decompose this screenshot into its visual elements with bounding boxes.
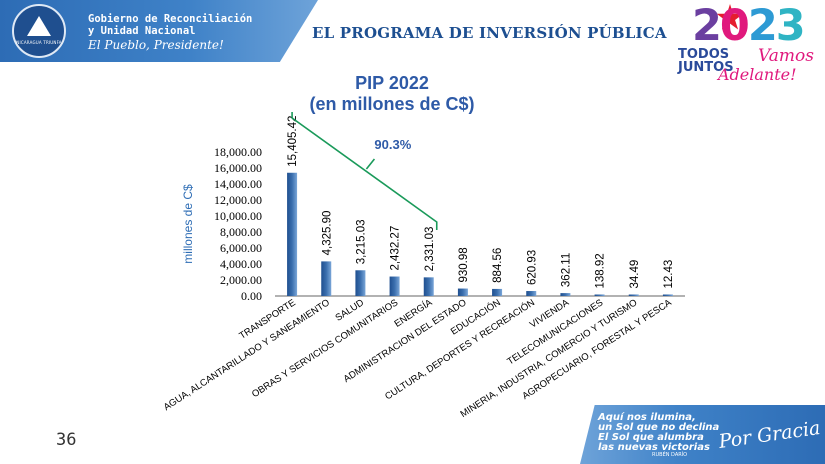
y-tick-label: 10,000.00: [214, 209, 262, 223]
bar: [594, 294, 605, 296]
chart-title: PIP 2022: [355, 73, 429, 93]
footer-poem-line: un Sol que no declina: [598, 422, 720, 433]
y-tick-label: 6,000.00: [220, 241, 262, 255]
page-number: 36: [56, 430, 77, 450]
bar-value-label: 4,325.90: [321, 211, 333, 256]
footer-poem-author: RUBÉN DARÍO: [652, 452, 688, 458]
footer-banner: [580, 405, 825, 464]
logo-digit: 0: [719, 1, 750, 51]
y-tick-label: 14,000.00: [214, 177, 262, 191]
logo-todos: TODOS: [678, 47, 730, 62]
bar: [560, 293, 571, 296]
annotation-label: 90.3%: [374, 137, 411, 152]
government-slogan: El Pueblo, Presidente!: [88, 38, 224, 52]
bar: [457, 288, 468, 296]
logo-digit: 3: [775, 1, 806, 51]
bar-value-label: 3,215.03: [355, 220, 367, 265]
bar: [526, 291, 537, 296]
y-tick-label: 16,000.00: [214, 161, 262, 175]
logo-juntos: JUNTOS: [678, 60, 734, 75]
bar-value-label: 2,432.27: [390, 226, 402, 271]
emblem-icon: NICARAGUA TRIUNFA: [12, 4, 66, 58]
bar-value-label: 930.98: [458, 247, 470, 282]
bar: [389, 276, 400, 296]
bar-value-label: 12.43: [663, 260, 675, 289]
bar-value-label: 15,405.42: [287, 116, 299, 167]
category-label: ADMINISTRACION DEL ESTADO: [342, 297, 469, 385]
annotation-tick: [365, 158, 376, 170]
bar-value-label: 884.56: [492, 248, 504, 283]
bar: [628, 294, 639, 296]
bar: [355, 270, 366, 296]
bar-value-label: 138.92: [595, 253, 607, 288]
page-title: EL PROGRAMA DE INVERSIÓN PÚBLICA: [312, 24, 667, 42]
footer-poem-line: Aquí nos ilumina,: [598, 412, 696, 423]
y-tick-label: 8,000.00: [220, 225, 262, 239]
bar: [287, 172, 298, 296]
y-axis-label: millones de C$: [181, 184, 195, 264]
share-annotation: 90.3%: [291, 112, 438, 230]
bar: [321, 261, 332, 296]
bar: [492, 288, 503, 296]
bar-value-label: 2,331.03: [424, 227, 436, 272]
logo-year: 2023: [692, 1, 806, 51]
footer-poem-line: El Sol que alumbra: [598, 432, 704, 443]
bar: [662, 294, 673, 296]
y-tick-label: 18,000.00: [214, 145, 262, 159]
chart-subtitle: (en millones de C$): [309, 94, 474, 114]
government-name-line1: Gobierno de Reconciliación: [88, 13, 253, 25]
logo-digit: 2: [692, 1, 722, 51]
government-name-line2: y Unidad Nacional: [88, 25, 196, 37]
emblem-text: NICARAGUA TRIUNFA: [16, 40, 62, 45]
footer-poem-line: las nuevas victorias: [598, 442, 710, 453]
y-tick-label: 2,000.00: [220, 273, 262, 287]
bar: [423, 277, 434, 296]
bar-value-label: 34.49: [629, 260, 641, 289]
y-tick-label: 4,000.00: [220, 257, 262, 271]
y-axis: 0.00 2,000.00 4,000.00 6,000.00 8,000.00 10,0…: [214, 145, 262, 303]
logo-digit: 2: [747, 1, 778, 51]
logo-adelante: Adelante!: [718, 65, 797, 84]
bar-value-label: 620.93: [526, 250, 538, 285]
y-tick-label: 0.00: [241, 289, 262, 303]
emblem-triangle-icon: [27, 16, 51, 36]
annotation-bracket: [291, 112, 438, 230]
y-tick-label: 12,000.00: [214, 193, 262, 207]
logo-vamos: Vamos: [758, 46, 814, 66]
bar-value-label: 362.11: [560, 253, 572, 287]
